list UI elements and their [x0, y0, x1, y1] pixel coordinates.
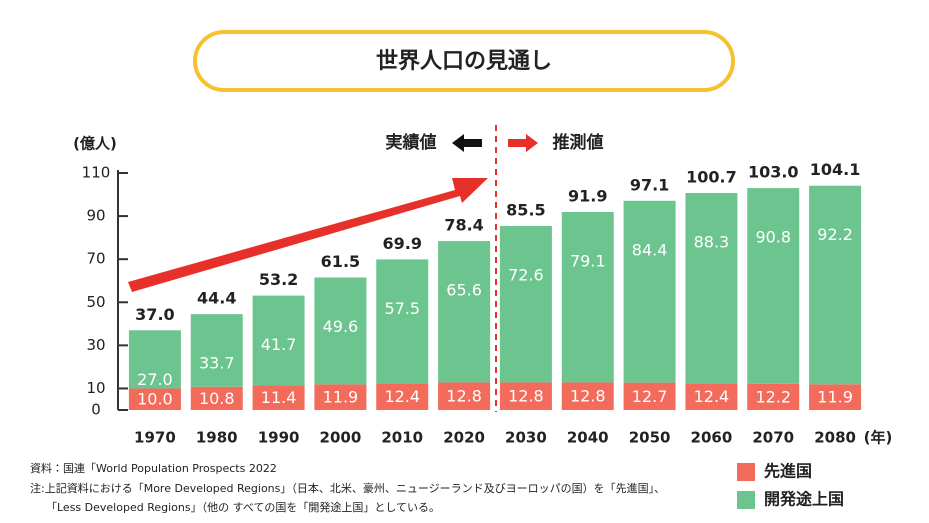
bar-segment — [128, 330, 181, 389]
x-tick-label: 2060 — [691, 429, 733, 447]
bar-segment — [809, 185, 862, 385]
actual-label: 実績値 — [386, 132, 437, 153]
x-tick-label: 1990 — [258, 429, 300, 447]
total-label: 97.1 — [630, 175, 669, 194]
bar-segment — [128, 388, 181, 410]
y-tick-label: 50 — [86, 293, 105, 311]
segment-label: 84.4 — [632, 240, 668, 259]
bar-segment — [190, 314, 243, 387]
bar-segment — [747, 188, 800, 384]
total-label: 69.9 — [383, 234, 422, 253]
bar-segment — [314, 384, 367, 410]
segment-label: 11.9 — [323, 388, 359, 407]
total-label: 91.9 — [568, 186, 607, 205]
segment-label: 11.4 — [261, 388, 297, 407]
segment-label: 65.6 — [446, 281, 482, 300]
total-label: 44.4 — [197, 289, 236, 308]
note: 資料：国連「World Population Prospects 2022 — [30, 461, 277, 475]
legend-swatch — [737, 463, 755, 481]
bar-segment — [438, 382, 491, 410]
bar-segment — [499, 382, 552, 410]
segment-label: 72.6 — [508, 266, 544, 285]
y-tick-label: 0 — [91, 401, 101, 419]
total-label: 100.7 — [686, 168, 737, 187]
right-arrow — [508, 134, 538, 152]
y-tick-label: 70 — [86, 250, 105, 268]
bar-segment — [376, 383, 429, 410]
x-tick-label: 2070 — [752, 429, 794, 447]
segment-label: 88.3 — [694, 233, 730, 252]
y-unit: (億人) — [73, 135, 117, 153]
bar-segment — [561, 211, 614, 383]
segment-label: 33.7 — [199, 354, 235, 373]
segment-label: 41.7 — [261, 335, 297, 354]
x-tick-label: 1980 — [196, 429, 238, 447]
note: 注:上記資料における「More Developed Regions」（日本、北米… — [30, 481, 665, 495]
bar-segment — [252, 295, 305, 386]
chart-title: 世界人口の見通し — [376, 49, 552, 74]
segment-label: 12.2 — [755, 387, 791, 406]
segment-label: 27.0 — [137, 370, 173, 389]
x-tick-label: 1970 — [134, 429, 176, 447]
y-tick-label: 10 — [86, 379, 105, 397]
bar-segment — [438, 241, 491, 383]
bar-segment — [685, 383, 738, 410]
bar-segment — [561, 382, 614, 410]
forecast-label: 推測値 — [553, 132, 604, 153]
trend-arrow — [128, 178, 488, 292]
y-tick-label: 90 — [86, 207, 105, 225]
total-label: 85.5 — [506, 201, 545, 220]
x-tick-label: 2050 — [629, 429, 671, 447]
bar-segment — [314, 277, 367, 385]
bar-segment — [623, 382, 676, 410]
segment-label: 12.4 — [384, 387, 420, 406]
bar-segment — [252, 385, 305, 410]
segment-label: 12.8 — [508, 387, 544, 406]
total-label: 61.5 — [321, 252, 360, 271]
segment-label: 11.9 — [817, 388, 853, 407]
x-tick-label: 2020 — [443, 429, 485, 447]
segment-label: 12.7 — [632, 387, 668, 406]
segment-label: 10.0 — [137, 390, 173, 409]
y-tick-label: 30 — [86, 336, 105, 354]
segment-label: 92.2 — [817, 225, 853, 244]
bar-segment — [685, 193, 738, 384]
segment-label: 12.8 — [570, 387, 606, 406]
x-tick-label: 2010 — [381, 429, 423, 447]
segment-label: 90.8 — [755, 228, 791, 247]
segment-label: 10.8 — [199, 389, 235, 408]
note: 「Less Developed Regions」（他の すべての国を「開発途上国… — [46, 500, 440, 514]
total-label: 53.2 — [259, 270, 298, 289]
segment-label: 79.1 — [570, 251, 606, 270]
bar-segment — [376, 259, 429, 384]
x-tick-label: 2030 — [505, 429, 547, 447]
segment-label: 57.5 — [384, 299, 420, 318]
x-unit: (年) — [864, 429, 893, 447]
bar-segment — [190, 386, 243, 410]
segment-label: 49.6 — [323, 317, 359, 336]
total-label: 103.0 — [748, 163, 799, 182]
x-tick-label: 2080 — [814, 429, 856, 447]
bar-segment — [623, 200, 676, 383]
bar-segment — [499, 226, 552, 383]
total-label: 104.1 — [810, 160, 861, 179]
segment-label: 12.8 — [446, 387, 482, 406]
x-tick-label: 2000 — [320, 429, 362, 447]
total-label: 78.4 — [444, 216, 483, 235]
total-label: 37.0 — [135, 305, 174, 324]
legend-label: 開発途上国 — [764, 490, 844, 509]
title-box — [193, 30, 735, 92]
bar-segment — [747, 383, 800, 410]
segment-label: 12.4 — [694, 387, 730, 406]
legend-label: 先進国 — [764, 462, 812, 481]
legend-swatch — [737, 491, 755, 509]
bar-segment — [809, 384, 862, 410]
x-tick-label: 2040 — [567, 429, 609, 447]
y-tick-label: 110 — [82, 164, 111, 182]
left-arrow — [452, 134, 482, 152]
